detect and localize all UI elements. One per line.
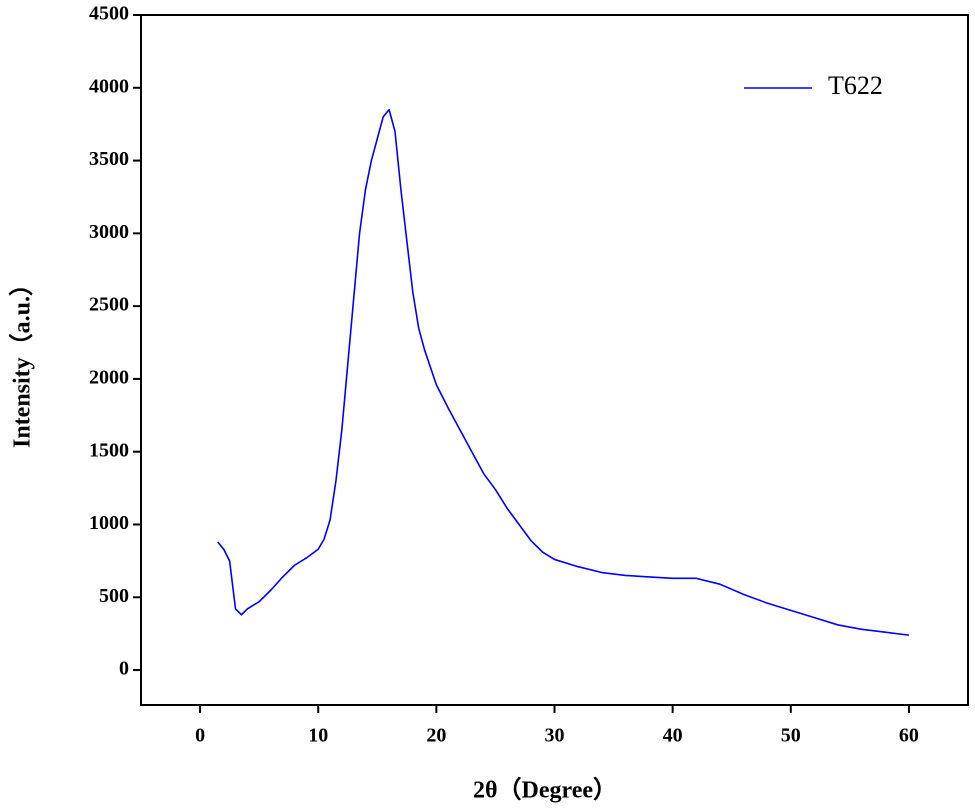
x-tick-label: 60	[899, 725, 919, 747]
y-tick-label: 0	[119, 658, 129, 680]
x-tick-label: 20	[426, 725, 446, 747]
y-tick-label: 3500	[89, 148, 129, 170]
y-tick-label: 1000	[89, 512, 129, 534]
y-tick-label: 500	[99, 585, 129, 607]
x-tick-label: 30	[545, 725, 565, 747]
y-tick-label: 2500	[89, 294, 129, 316]
x-tick-label: 50	[781, 725, 801, 747]
y-tick-label: 1500	[89, 439, 129, 461]
x-tick-label: 40	[663, 725, 683, 747]
y-tick-label: 3000	[89, 221, 129, 243]
plot-frame	[140, 14, 969, 706]
x-tick-label: 10	[308, 725, 328, 747]
y-tick-label: 2000	[89, 367, 129, 389]
y-tick-label: 4000	[89, 75, 129, 97]
x-tick-label: 0	[195, 725, 205, 747]
legend-label: T622	[828, 71, 883, 100]
y-axis-label: Intensity（a.u.）	[9, 272, 36, 448]
data-line	[217, 108, 910, 636]
y-tick-label: 4500	[89, 3, 129, 25]
x-axis-label: 2θ（Degree）	[473, 777, 617, 804]
